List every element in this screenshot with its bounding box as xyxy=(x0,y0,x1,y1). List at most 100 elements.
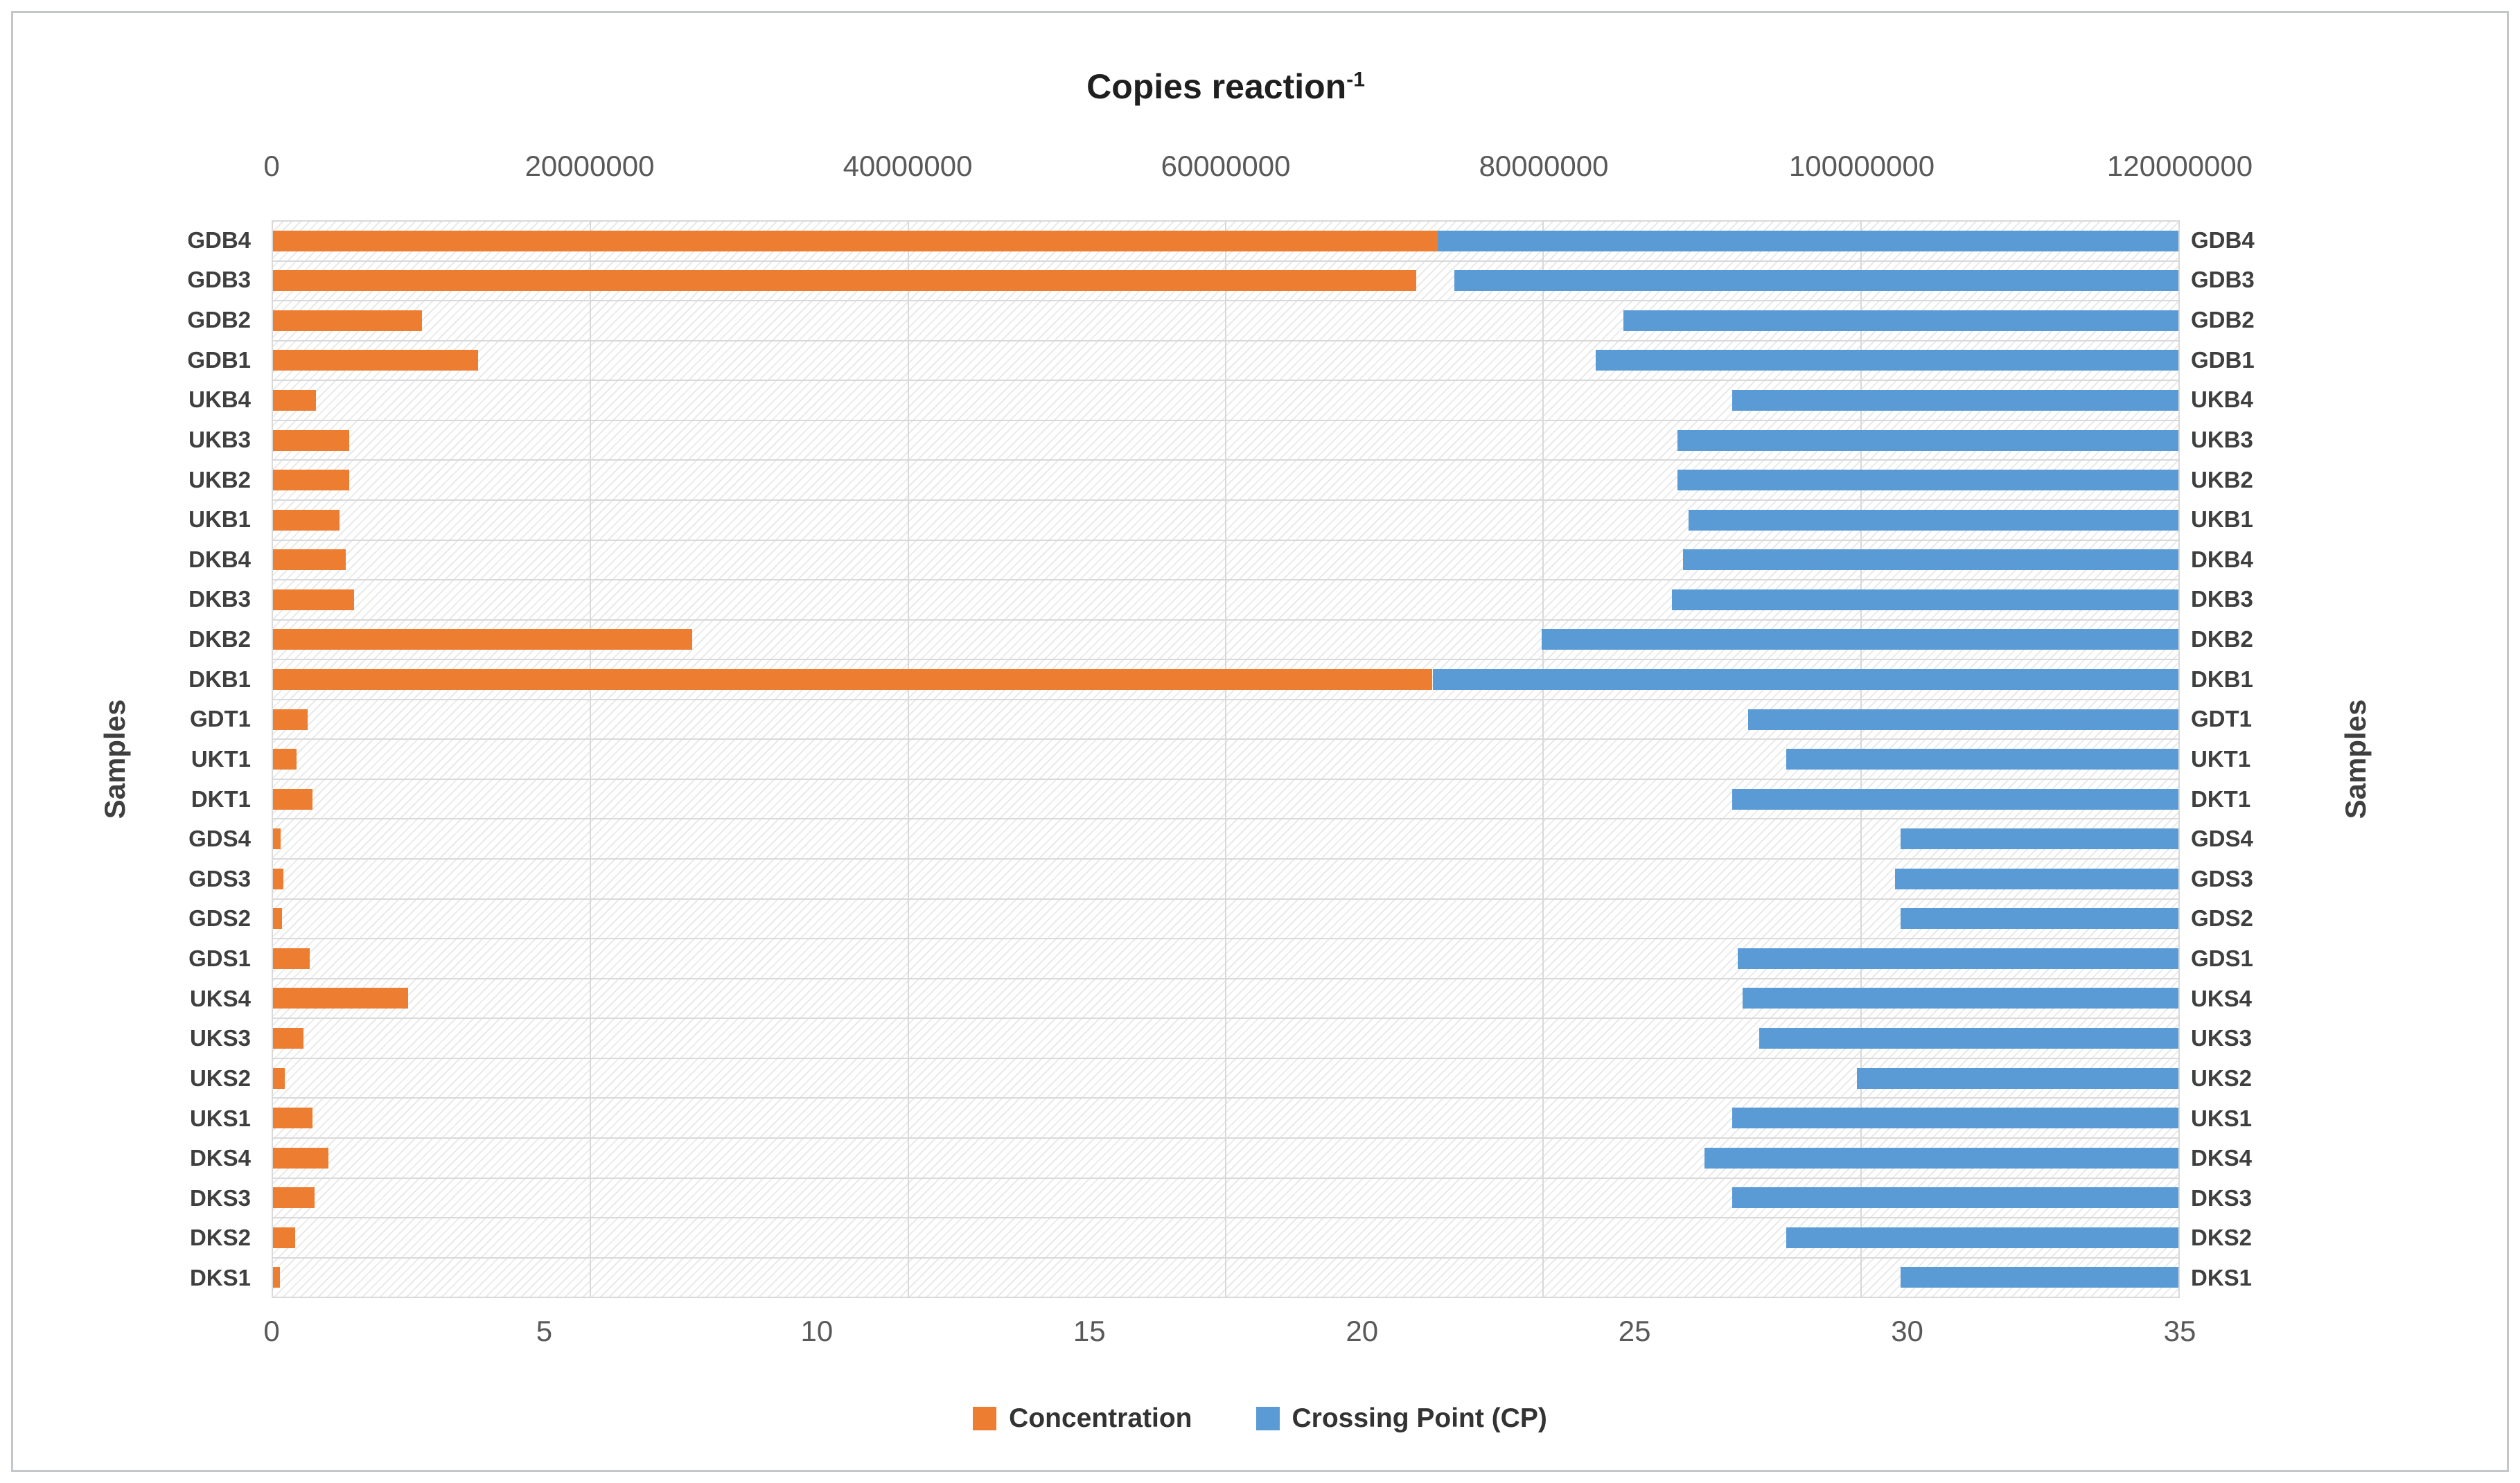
bottom-axis-tick: 10 xyxy=(800,1315,834,1347)
category-label-uks1: UKS1 xyxy=(189,1105,251,1131)
crossing-point-bar xyxy=(1759,1028,2178,1049)
crossing-point-bar xyxy=(1623,310,2178,331)
crossing-point-bar xyxy=(1895,868,2178,889)
category-label-dks1: DKS1 xyxy=(189,1265,251,1291)
category-label-uks3: UKS3 xyxy=(2191,1025,2253,1051)
category-label-gds1: GDS1 xyxy=(188,945,251,972)
bottom-axis-tick: 20 xyxy=(1346,1315,1379,1347)
bar-row-uks2 xyxy=(273,1059,2178,1099)
bottom-axis-tick: 25 xyxy=(1618,1315,1651,1347)
bottom-axis-tick: 0 xyxy=(263,1315,280,1347)
category-label-gdb1: GDB1 xyxy=(2191,346,2255,373)
bar-row-ukb1 xyxy=(273,501,2178,541)
crossing-point-bar xyxy=(1596,350,2178,371)
crossing-point-bar xyxy=(1737,948,2178,969)
category-label-gdb4: GDB4 xyxy=(187,227,251,253)
category-label-gdb3: GDB3 xyxy=(2191,267,2255,293)
legend: Concentration Crossing Point (CP) xyxy=(0,1403,2520,1434)
concentration-bar xyxy=(273,709,308,730)
concentration-bar xyxy=(273,908,282,930)
bar-row-gdb1 xyxy=(273,341,2178,382)
chart-title: Copies reaction-1 xyxy=(272,66,2180,107)
top-axis-tick: 80000000 xyxy=(1479,150,1609,182)
bar-row-gds1 xyxy=(273,939,2178,979)
concentration-bar xyxy=(273,1067,285,1089)
concentration-bar xyxy=(273,549,346,571)
bottom-axis-tick: 35 xyxy=(2163,1315,2196,1347)
category-label-gds2: GDS2 xyxy=(188,905,251,932)
crossing-point-bar xyxy=(1541,629,2178,650)
bar-rows xyxy=(273,222,2178,1297)
bar-row-dks3 xyxy=(273,1179,2178,1219)
category-label-ukb2: UKB2 xyxy=(2191,466,2253,492)
category-label-dks4: DKS4 xyxy=(189,1145,251,1171)
left-category-labels: GDB4 GDB3 GDB2 GDB1 UKB4 UKB3 UKB2 UKB1 DKB4 DKB3… xyxy=(0,220,251,1298)
plot-area xyxy=(272,220,2180,1298)
category-label-gdb4: GDB4 xyxy=(2191,227,2255,253)
bar-row-uks1 xyxy=(273,1099,2178,1139)
category-label-dks2: DKS2 xyxy=(2191,1225,2253,1251)
category-label-dkb3: DKB3 xyxy=(188,586,251,612)
right-category-labels: GDB4 GDB3 GDB2 GDB1 UKB4 UKB3 UKB2 UKB1 DKB4 DKB3… xyxy=(2191,220,2399,1298)
right-axis-title: Samples xyxy=(2339,699,2372,819)
crossing-point-bar xyxy=(1683,549,2178,571)
category-label-dkb1: DKB1 xyxy=(188,666,251,692)
bar-row-uks4 xyxy=(273,979,2178,1020)
crossing-point-bar xyxy=(1901,1267,2178,1288)
bar-row-dks2 xyxy=(273,1218,2178,1259)
category-label-uks2: UKS2 xyxy=(189,1065,251,1091)
crossing-point-bar xyxy=(1688,509,2178,531)
category-label-dkb1: DKB1 xyxy=(2191,666,2253,692)
crossing-point-bar xyxy=(1438,230,2178,251)
bar-row-gdt1 xyxy=(273,700,2178,740)
bottom-axis-tick: 30 xyxy=(1891,1315,1923,1347)
category-label-dks2: DKS2 xyxy=(189,1225,251,1251)
category-label-ukb4: UKB4 xyxy=(2191,387,2253,413)
top-axis-tick: 100000000 xyxy=(1788,150,1935,182)
bottom-axis-tick-labels: 0 5 10 15 20 25 30 35 xyxy=(263,1315,2196,1349)
category-label-gdt1: GDT1 xyxy=(189,706,251,732)
top-axis-tick: 40000000 xyxy=(843,150,973,182)
category-label-gds3: GDS3 xyxy=(2191,865,2253,891)
vertical-gridline xyxy=(907,222,909,1297)
category-label-dkt1: DKT1 xyxy=(2191,785,2251,812)
concentration-bar xyxy=(273,350,478,371)
bar-row-ukb3 xyxy=(273,421,2178,461)
crossing-point-bar xyxy=(1743,988,2178,1009)
category-label-gdb3: GDB3 xyxy=(187,267,251,293)
crossing-point-bar xyxy=(1732,788,2178,810)
crossing-point-bar xyxy=(1732,1108,2178,1129)
top-axis-tick: 20000000 xyxy=(525,150,655,182)
bar-row-gds3 xyxy=(273,860,2178,900)
category-label-dkb4: DKB4 xyxy=(2191,546,2253,572)
concentration-bar xyxy=(273,828,281,850)
concentration-bar xyxy=(273,948,310,969)
bar-row-ukt1 xyxy=(273,740,2178,780)
top-axis-tick: 0 xyxy=(263,150,280,182)
concentration-bar xyxy=(273,988,408,1009)
concentration-bar xyxy=(273,1028,303,1049)
crossing-point-bar xyxy=(1432,668,2178,690)
legend-item: Concentration xyxy=(973,1403,1192,1434)
legend-swatch xyxy=(973,1407,997,1430)
concentration-bar xyxy=(273,1147,329,1169)
top-axis-tick: 60000000 xyxy=(1161,150,1291,182)
category-label-gdb1: GDB1 xyxy=(187,346,251,373)
category-label-ukb3: UKB3 xyxy=(2191,426,2253,452)
concentration-bar xyxy=(273,1108,313,1129)
category-label-dkb2: DKB2 xyxy=(2191,626,2253,652)
concentration-bar xyxy=(273,230,1440,251)
crossing-point-bar xyxy=(1901,908,2178,930)
crossing-point-bar xyxy=(1732,390,2178,411)
bar-row-dkb1 xyxy=(273,660,2178,700)
category-label-gds4: GDS4 xyxy=(188,826,251,852)
legend-swatch xyxy=(1255,1407,1280,1430)
top-axis-tick-labels: 0 20000000 40000000 60000000 80000000 1000000… xyxy=(263,150,2253,184)
category-label-ukb1: UKB1 xyxy=(188,506,251,533)
concentration-bar xyxy=(273,1187,315,1209)
bar-row-dkb4 xyxy=(273,541,2178,581)
concentration-bar xyxy=(273,668,1432,690)
category-label-gds1: GDS1 xyxy=(2191,945,2253,972)
category-label-uks3: UKS3 xyxy=(189,1025,251,1051)
crossing-point-bar xyxy=(1672,589,2178,610)
